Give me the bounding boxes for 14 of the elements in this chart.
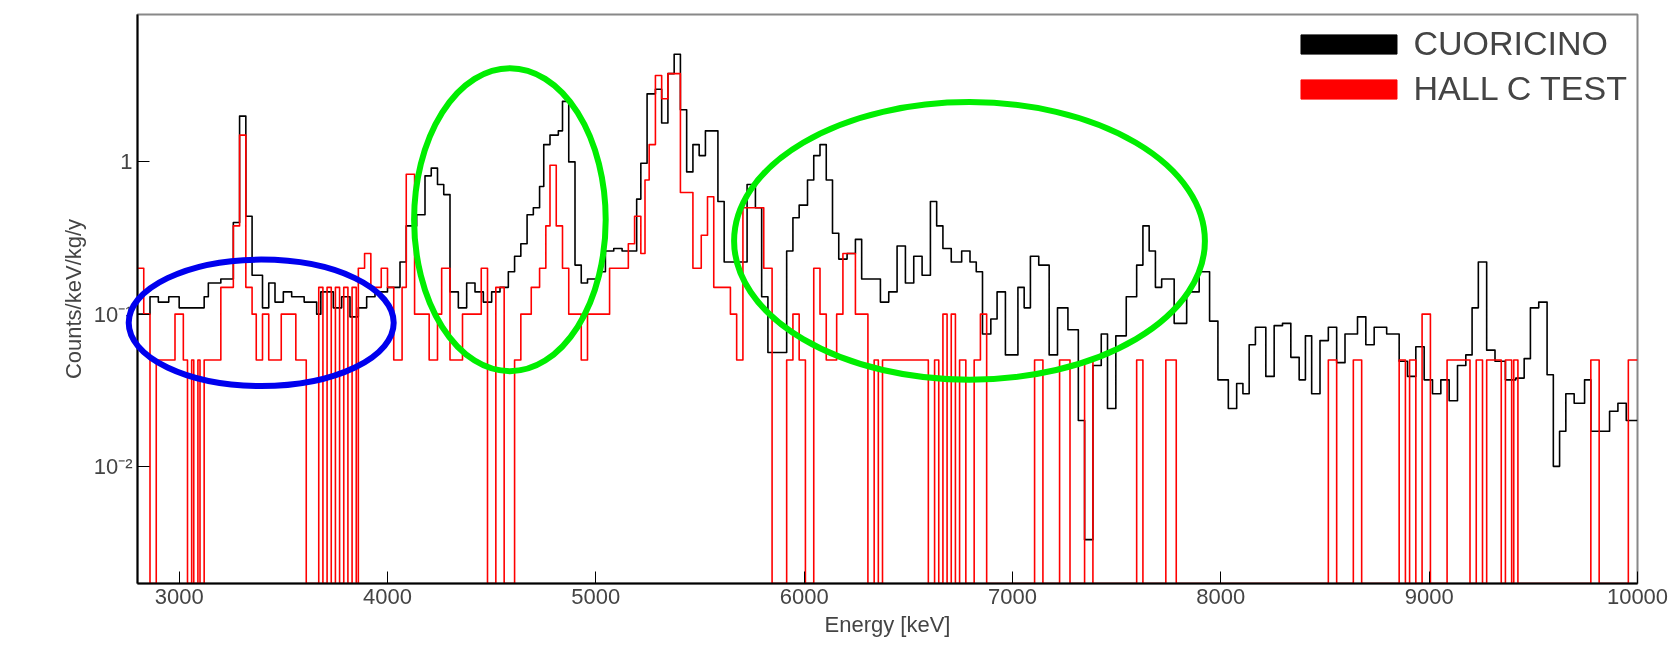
y-tick-label: 1 [120,149,133,175]
x-tick-label: 5000 [571,583,621,609]
x-tick-label: 8000 [1196,583,1246,609]
x-tick-label: 10000 [1606,583,1669,609]
y-tick-label: 10⁻² [93,453,133,479]
x-tick-label: 4000 [363,583,412,609]
x-tick-label: 9000 [1404,583,1454,609]
x-tick-label: 7000 [988,583,1037,609]
x-tick-label: 6000 [779,583,829,609]
legend-label: CUORICINO [1413,24,1609,63]
x-axis-title: Energy [keV] [824,611,951,637]
y-axis-title: Counts/keV/kg/y [60,218,86,380]
legend-label: HALL C TEST [1413,69,1627,108]
x-tick-label: 3000 [154,583,204,609]
